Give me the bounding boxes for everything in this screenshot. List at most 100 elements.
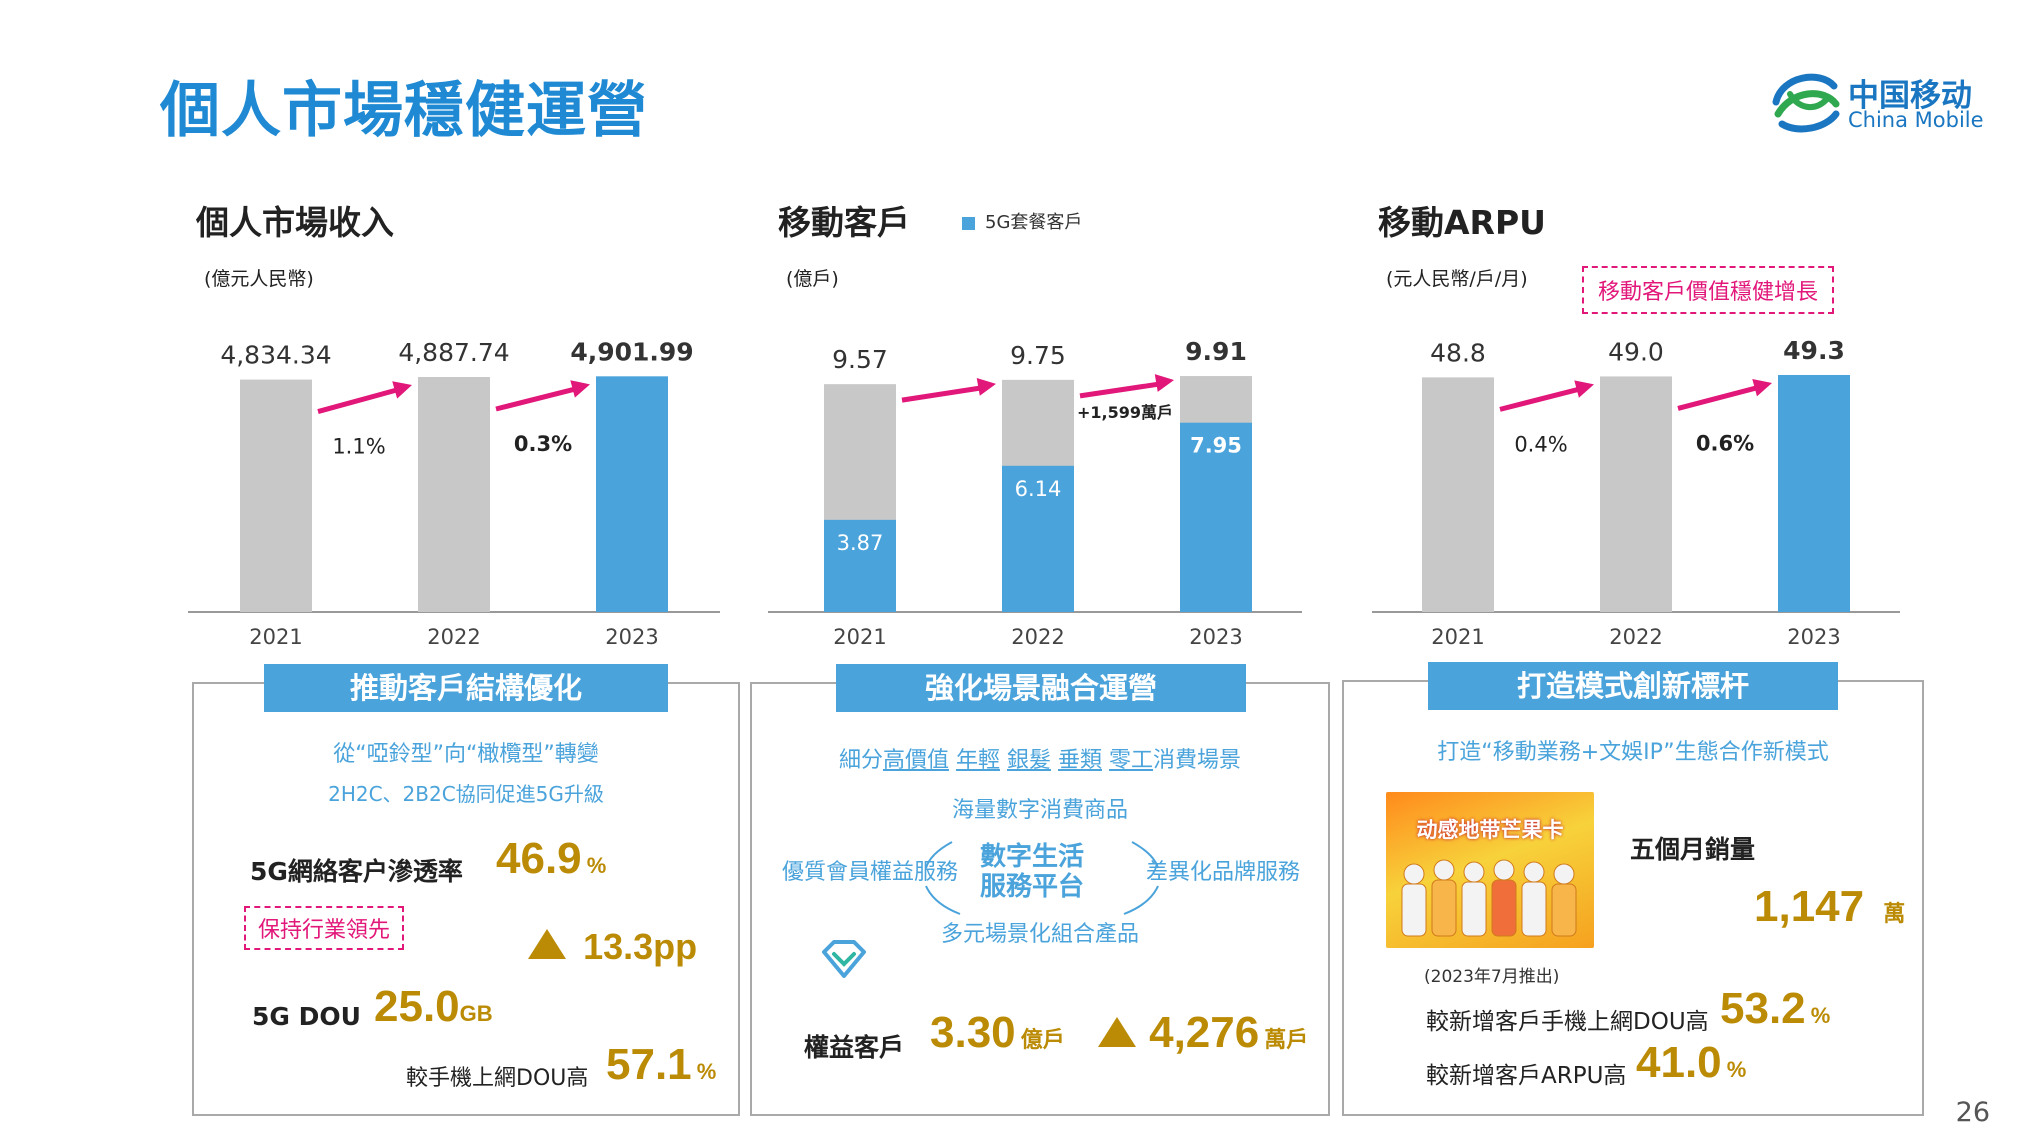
page-number: 26 [1955, 1097, 1990, 1128]
right-arpu-metric: 41.0 % [1636, 1038, 1746, 1088]
bar-5g-2023 [1180, 422, 1252, 612]
bar-2021 [240, 379, 312, 612]
china-mobile-logo-icon [1772, 73, 1840, 133]
customers-chart: 9.57 3.87 2021 9.75 6.14 2022 9.91 7.95 2023 +1,5… [762, 320, 1302, 650]
platform-right-text: 差異化品牌服務 [1146, 860, 1301, 885]
right-arpu-unit: % [1726, 1057, 1747, 1082]
bar-2022 [418, 377, 490, 612]
x-tick-2023: 2023 [605, 625, 658, 649]
bar-5g-2021 [824, 519, 896, 612]
bar-2023 [1778, 374, 1850, 612]
rights-increase-metric: 4,276 萬戶 [1098, 1008, 1308, 1058]
panel-innovation: 打造模式創新標杆 打造“移動業務+文娛IP”生態合作新模式 动感地带芒果卡 五個… [1342, 662, 1924, 1116]
rights-unit: 億戶 [1020, 1027, 1065, 1052]
segment-silver: 銀髮 [1006, 748, 1051, 773]
penetration-unit: % [586, 853, 607, 878]
rights-increase-unit: 萬戶 [1264, 1027, 1309, 1052]
promo-people-icon [1401, 859, 1577, 937]
dou-higher-label: 較手機上網DOU高 [406, 1066, 589, 1091]
right-arpu-label: 較新增客戶ARPU高 [1426, 1063, 1627, 1089]
increase-metric: 13.3pp [528, 926, 697, 968]
bar-5g-2022 [1002, 465, 1074, 612]
growth-arrow-2-line [1079, 380, 1167, 399]
right-dou-value: 53.2 [1720, 984, 1806, 1033]
x-tick-2021: 2021 [833, 625, 886, 649]
logo-text-en: China Mobile [1848, 108, 1984, 132]
rights-metric: 3.30 億戶 [930, 1008, 1065, 1058]
growth-arrow-1-line [317, 385, 405, 414]
sales-unit: 萬 [1883, 901, 1906, 926]
arpu-callout: 移動客戶價值穩健增長 [1582, 266, 1835, 314]
bar-2023 [596, 376, 668, 612]
growth-arrow-1-head [976, 378, 996, 396]
x-tick-2021: 2021 [249, 625, 302, 649]
growth-label-1: 0.4% [1514, 432, 1567, 456]
dou-higher-unit: % [696, 1059, 717, 1084]
x-tick-2023: 2023 [1189, 625, 1242, 649]
platform-bottom-text: 多元場景化組合產品 [940, 922, 1139, 947]
revenue-chart-svg: 4,834.34 2021 4,887.74 2022 4,901.99 2023 1.1%… [188, 337, 720, 649]
penetration-label: 5G網絡客户滲透率 [250, 857, 463, 886]
growth-label-1: 1.1% [332, 435, 385, 459]
total-label-2022: 9.75 [1010, 341, 1066, 370]
dou-unit: GB [459, 1001, 493, 1026]
logo-text-cn: 中国移动 [1848, 78, 1972, 114]
panel-scenario-operation: 強化場景融合運營 細分高價值 年輕 銀髮 垂類 零工消費場景 海量數字消費商品 … [750, 664, 1330, 1116]
total-label-2021: 9.57 [832, 345, 888, 374]
rights-label: 權益客戶 [804, 1033, 905, 1062]
platform-center-line-1: 數字生活 [980, 842, 1085, 872]
up-triangle-icon [1098, 1017, 1136, 1047]
growth-arrow-2-line [495, 384, 583, 412]
revenue-chart-title: 個人市場收入 [196, 203, 394, 242]
fiveg-increase-note: +1,599萬戶 [1077, 403, 1173, 422]
platform-center: 數字生活 服務平台 [980, 842, 1084, 902]
arpu-chart: 48.8 2021 49.0 2022 49.3 2023 0.4% 0.6% [1360, 320, 1900, 650]
panel-customer-structure: 推動客戶結構優化 從“啞鈴型”向“橄欖型”轉變 2H2C、2B2C協同促進5G升… [192, 664, 740, 1116]
x-tick-2022: 2022 [1011, 625, 1064, 649]
growth-arrow-1-line [901, 384, 989, 403]
growth-label-2: 0.3% [514, 432, 572, 456]
right-line-1: 打造“移動業務+文娛IP”生態合作新模式 [1437, 740, 1829, 765]
china-mobile-logo: 中国移动 China Mobile [1768, 64, 1988, 144]
total-label-2023: 9.91 [1185, 337, 1247, 366]
rights-increase-value: 4,276 [1149, 1008, 1260, 1057]
segment-vertical: 垂類 [1058, 748, 1103, 773]
growth-arrow-1-line [1499, 385, 1587, 412]
value-label-2022: 49.0 [1608, 337, 1664, 366]
dou-label: 5G DOU [252, 1002, 361, 1031]
value-label-2023: 4,901.99 [570, 337, 693, 366]
right-dou-label: 較新增客戶手機上網DOU高 [1426, 1009, 1709, 1035]
dou-higher-metric: 57.1 % [606, 1040, 716, 1090]
x-tick-2022: 2022 [1609, 625, 1662, 649]
page-title: 個人市場穩健運營 [160, 76, 648, 146]
right-dou-unit: % [1810, 1003, 1831, 1028]
rights-value: 3.30 [930, 1008, 1016, 1057]
segments-line: 細分高價值 年輕 銀髮 垂類 零工消費場景 [752, 742, 1328, 774]
platform-left-text: 優質會員權益服務 [782, 860, 959, 885]
value-label-2021: 48.8 [1430, 338, 1486, 367]
segment-gig: 零工 [1109, 748, 1154, 773]
growth-arrow-2-line [1677, 383, 1765, 411]
legend-swatch-5g [962, 216, 975, 230]
panel-left-header: 推動客戶結構優化 [264, 664, 668, 712]
dou-metric: 25.0GB [374, 982, 493, 1032]
revenue-unit: (億元人民幣) [204, 268, 314, 290]
customers-legend: 5G套餐客戶 [962, 208, 1082, 234]
legend-label-5g: 5G套餐客戶 [985, 212, 1083, 233]
right-arpu-value: 41.0 [1636, 1038, 1722, 1087]
arpu-unit: (元人民幣/戶/月) [1386, 268, 1528, 290]
value-label-2023: 49.3 [1783, 336, 1845, 365]
fiveg-label-2023: 7.95 [1190, 434, 1242, 458]
leading-tag: 保持行業領先 [244, 906, 405, 950]
arpu-chart-svg: 48.8 2021 49.0 2022 49.3 2023 0.4% 0.6% [1372, 336, 1900, 649]
panel-middle-header: 強化場景融合運營 [836, 664, 1246, 712]
value-label-2021: 4,834.34 [220, 341, 331, 370]
x-tick-2022: 2022 [427, 625, 480, 649]
platform-ring-icon [925, 841, 1159, 915]
revenue-chart: 4,834.34 2021 4,887.74 2022 4,901.99 2023 1.1%… [180, 320, 740, 650]
launch-note: (2023年7月推出) [1424, 967, 1560, 987]
segment-young: 年輕 [955, 748, 1000, 773]
sales-value: 1,147 [1754, 882, 1865, 931]
left-line-1: 從“啞鈴型”向“橄欖型”轉變 [333, 742, 599, 767]
arpu-chart-title: 移動ARPU [1378, 203, 1546, 242]
